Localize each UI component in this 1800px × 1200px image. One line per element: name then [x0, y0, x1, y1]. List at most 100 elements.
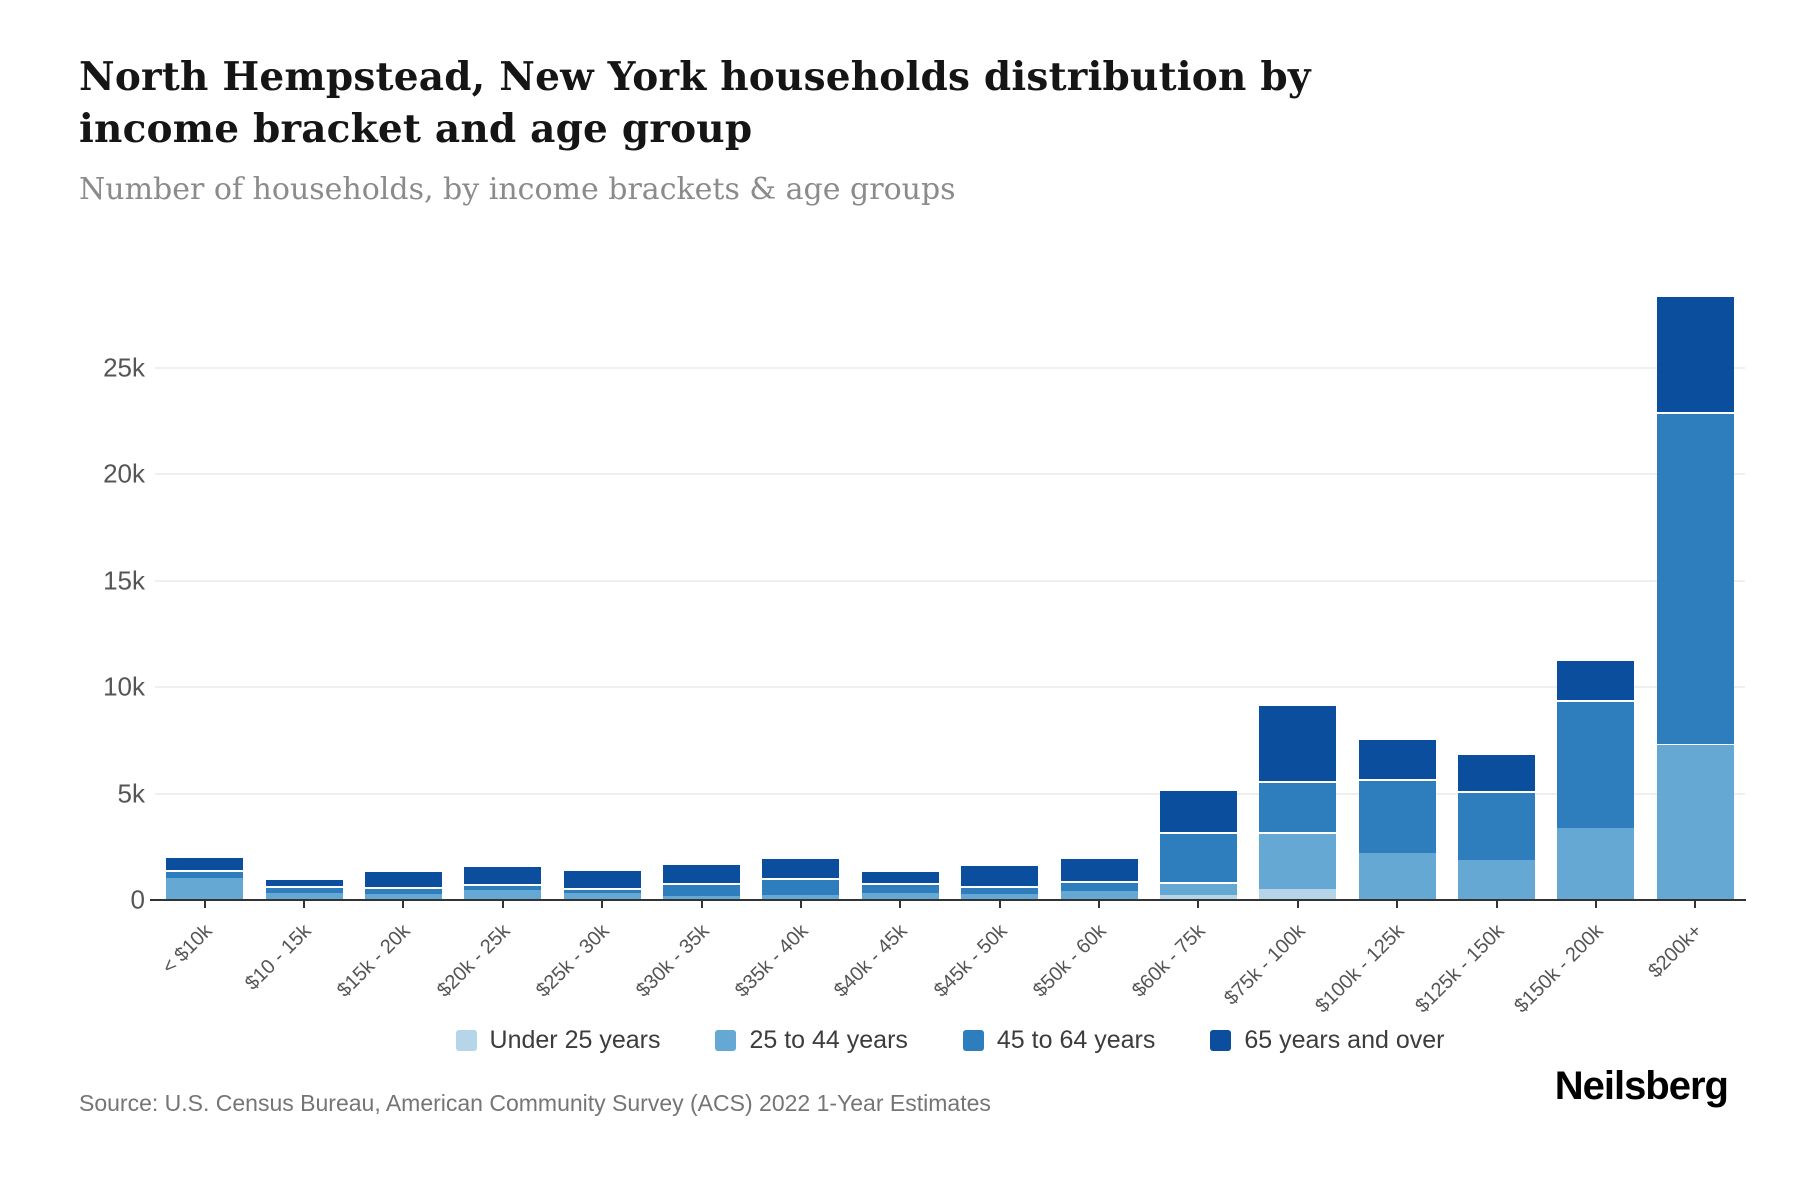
bar-segment-50k-60k-65-years-and-over[interactable]	[1060, 857, 1138, 881]
gridline-25k	[155, 366, 1745, 369]
bar-segment-75k-100k-25-to-44-years[interactable]	[1259, 831, 1337, 890]
bar-segment-45k-50k-45-to-64-years[interactable]	[961, 886, 1039, 894]
bar-segment-125k-150k-65-years-and-over[interactable]	[1458, 753, 1536, 792]
bar-segment-60k-75k-45-to-64-years[interactable]	[1159, 831, 1237, 882]
bar-segment-60k-75k-25-to-44-years[interactable]	[1159, 881, 1237, 895]
source-note: Source: U.S. Census Bureau, American Com…	[79, 1090, 991, 1116]
x-axis-label-125k-150k: $125k - 150k	[1410, 920, 1509, 1018]
bar-segment-10-15k-45-to-64-years[interactable]	[265, 886, 343, 893]
bar-segment-200k-45-to-64-years[interactable]	[1656, 412, 1734, 745]
x-axis-label-30k-35k: $30k - 35k	[631, 920, 714, 1002]
legend-item-65-years-and-over[interactable]: 65 years and over	[1210, 1026, 1444, 1055]
bar-segment-25k-30k-65-years-and-over[interactable]	[563, 869, 641, 889]
x-axis-label-10k: < $10k	[157, 920, 217, 979]
bar-segment-10k-25-to-44-years[interactable]	[166, 877, 244, 900]
legend-label: 45 to 64 years	[996, 1026, 1156, 1054]
y-axis-label: 15k	[103, 565, 145, 595]
y-axis-label: 0	[130, 884, 145, 915]
x-axis-label-75k-100k: $75k - 100k	[1219, 920, 1310, 1010]
y-axis-label: 20k	[103, 458, 145, 489]
legend-swatch-icon	[455, 1030, 477, 1051]
y-axis-label: 25k	[103, 352, 145, 382]
bar-segment-30k-35k-25-to-44-years[interactable]	[663, 895, 741, 900]
x-axis-tick	[402, 901, 405, 908]
bar-segment-45k-50k-25-to-44-years[interactable]	[961, 893, 1039, 900]
bar-segment-60k-75k-65-years-and-over[interactable]	[1159, 789, 1237, 832]
bar-segment-150k-200k-45-to-64-years[interactable]	[1557, 699, 1635, 828]
bar-segment-40k-45k-45-to-64-years[interactable]	[861, 882, 939, 893]
x-axis-tick	[501, 901, 504, 908]
bar-segment-15k-20k-45-to-64-years[interactable]	[364, 887, 442, 894]
bar-segment-45k-50k-65-years-and-over[interactable]	[961, 863, 1039, 887]
bar-segment-15k-20k-25-to-44-years[interactable]	[364, 893, 442, 900]
x-axis-label-20k-25k: $20k - 25k	[432, 920, 515, 1002]
legend-label: 65 years and over	[1244, 1026, 1445, 1054]
x-axis-tick	[303, 901, 306, 908]
x-axis-label-35k-40k: $35k - 40k	[730, 920, 813, 1002]
bar-segment-200k-65-years-and-over[interactable]	[1656, 295, 1734, 413]
bar-segment-200k-25-to-44-years[interactable]	[1656, 744, 1734, 900]
bar-segment-75k-100k-65-years-and-over[interactable]	[1259, 704, 1337, 781]
legend-item-45-to-64-years[interactable]: 45 to 64 years	[962, 1026, 1156, 1055]
x-axis-tick	[1495, 901, 1498, 908]
gridline-15k	[155, 579, 1745, 582]
x-axis-tick	[601, 901, 604, 908]
bar-segment-75k-100k-45-to-64-years[interactable]	[1259, 780, 1337, 832]
y-axis-label: 10k	[103, 671, 145, 702]
x-axis-label-15k-20k: $15k - 20k	[333, 920, 415, 1002]
legend-label: Under 25 years	[489, 1026, 661, 1054]
x-axis-tick	[1594, 901, 1597, 908]
x-axis-label-40k-45k: $40k - 45k	[830, 920, 912, 1002]
bar-segment-35k-40k-65-years-and-over[interactable]	[762, 857, 840, 878]
x-axis-tick	[1694, 901, 1697, 908]
bar-segment-30k-35k-45-to-64-years[interactable]	[663, 882, 741, 896]
x-axis-label-100k-125k: $100k - 125k	[1311, 920, 1409, 1018]
x-axis-label-45k-50k: $45k - 50k	[929, 920, 1012, 1002]
x-axis-tick	[1098, 901, 1101, 908]
bar-segment-35k-40k-25-to-44-years[interactable]	[762, 894, 840, 900]
bar-segment-125k-150k-45-to-64-years[interactable]	[1458, 791, 1536, 860]
page-title: North Hempstead, New York households dis…	[79, 54, 1311, 152]
legend-item-under-25-years[interactable]: Under 25 years	[455, 1026, 661, 1055]
x-axis-label-25k-30k: $25k - 30k	[532, 920, 614, 1002]
bar-segment-10-15k-65-years-and-over[interactable]	[265, 877, 343, 887]
legend-label: 25 to 44 years	[749, 1026, 908, 1054]
bar-segment-100k-125k-45-to-64-years[interactable]	[1358, 778, 1436, 854]
bar-segment-60k-75k-under-25-years[interactable]	[1159, 894, 1237, 900]
x-axis-label-60k-75k: $60k - 75k	[1128, 920, 1210, 1002]
bar-segment-75k-100k-under-25-years[interactable]	[1259, 889, 1337, 900]
legend-item-25-to-44-years[interactable]: 25 to 44 years	[715, 1026, 908, 1055]
x-axis-tick	[1396, 901, 1399, 908]
bar-segment-30k-35k-65-years-and-over[interactable]	[663, 862, 741, 883]
y-axis-label: 5k	[117, 778, 145, 808]
page-subtitle: Number of households, by income brackets…	[79, 172, 956, 207]
bar-segment-50k-60k-25-to-44-years[interactable]	[1060, 891, 1138, 900]
bar-segment-25k-30k-45-to-64-years[interactable]	[563, 888, 641, 893]
bar-segment-20k-25k-25-to-44-years[interactable]	[464, 890, 542, 900]
bar-segment-100k-125k-65-years-and-over[interactable]	[1358, 738, 1436, 779]
chart-legend: Under 25 years 25 to 44 years 45 to 64 yea…	[100, 1026, 1800, 1055]
x-axis-label-10-15k: $10 - 15k	[241, 920, 316, 995]
bar-segment-100k-125k-25-to-44-years[interactable]	[1358, 853, 1436, 900]
gridline-10k	[155, 686, 1745, 688]
bar-segment-40k-45k-65-years-and-over[interactable]	[861, 870, 939, 883]
x-axis-label-50k-60k: $50k - 60k	[1029, 920, 1111, 1002]
x-axis-tick	[1197, 901, 1200, 908]
x-axis-tick	[700, 901, 703, 908]
bar-segment-20k-25k-45-to-64-years[interactable]	[464, 884, 542, 891]
bar-segment-15k-20k-65-years-and-over[interactable]	[364, 870, 442, 888]
bar-segment-150k-200k-25-to-44-years[interactable]	[1557, 827, 1635, 900]
bar-segment-150k-200k-65-years-and-over[interactable]	[1557, 659, 1635, 700]
bar-segment-35k-40k-45-to-64-years[interactable]	[762, 877, 840, 895]
bar-segment-50k-60k-45-to-64-years[interactable]	[1060, 880, 1138, 892]
bar-segment-10k-45-to-64-years[interactable]	[166, 870, 244, 878]
bar-segment-10-15k-25-to-44-years[interactable]	[265, 892, 343, 900]
bar-segment-125k-150k-25-to-44-years[interactable]	[1458, 859, 1536, 900]
bar-segment-10k-65-years-and-over[interactable]	[166, 856, 244, 871]
bar-segment-25k-30k-25-to-44-years[interactable]	[563, 892, 641, 900]
x-axis-line	[150, 899, 1746, 901]
bar-segment-40k-45k-25-to-44-years[interactable]	[861, 892, 939, 900]
legend-swatch-icon	[1210, 1030, 1232, 1051]
bar-segment-20k-25k-65-years-and-over[interactable]	[464, 864, 542, 884]
